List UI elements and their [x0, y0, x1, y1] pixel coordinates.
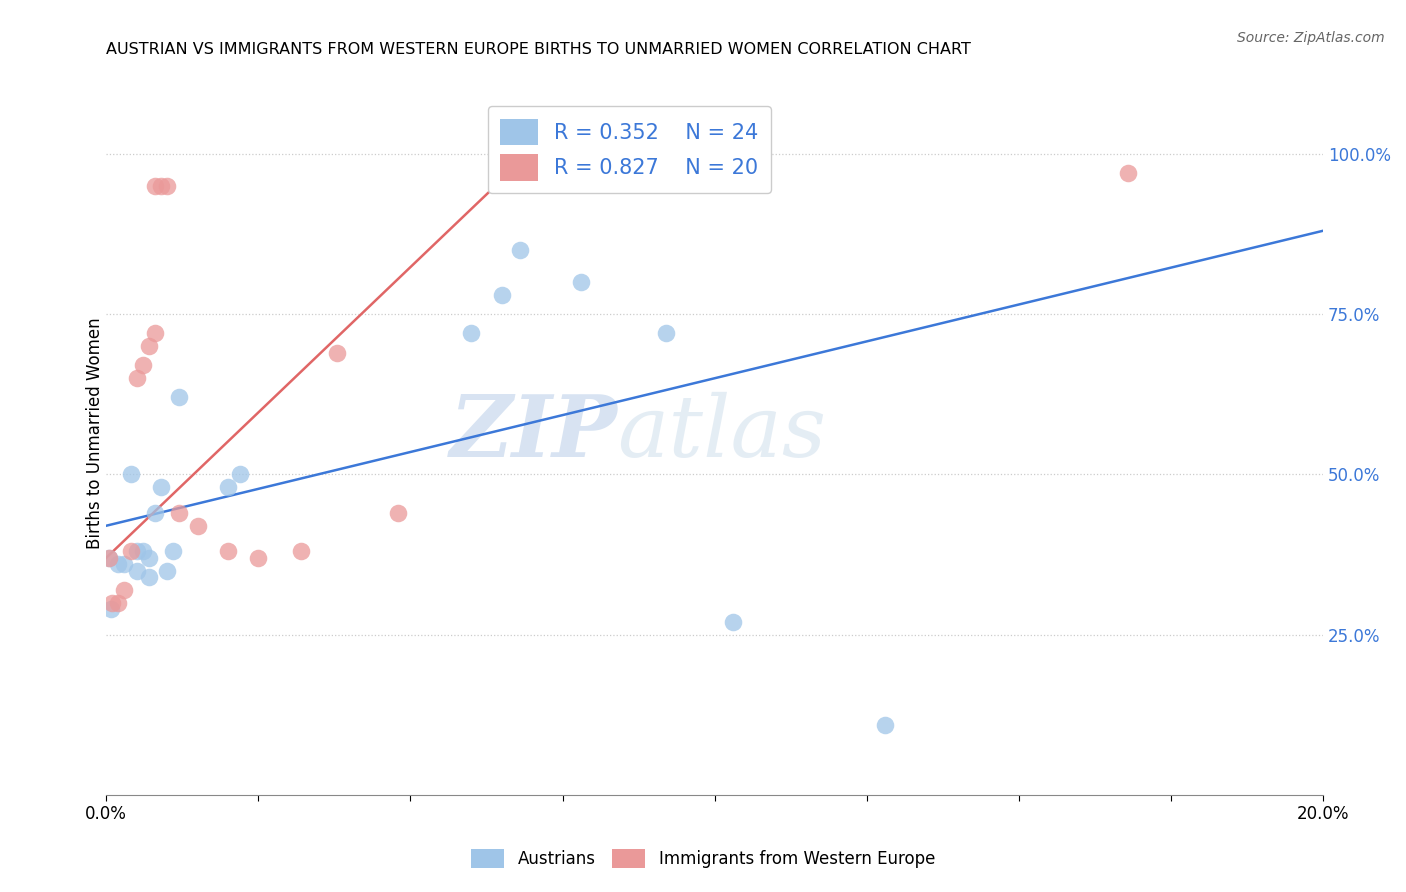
Point — [247, 550, 270, 565]
Point — [107, 596, 129, 610]
Point — [1118, 166, 1140, 180]
Point — [143, 178, 166, 193]
Point — [120, 467, 142, 482]
Text: AUSTRIAN VS IMMIGRANTS FROM WESTERN EUROPE BIRTHS TO UNMARRIED WOMEN CORRELATION: AUSTRIAN VS IMMIGRANTS FROM WESTERN EURO… — [107, 42, 972, 57]
Point — [98, 550, 121, 565]
Point — [138, 339, 160, 353]
Point — [107, 558, 129, 572]
Point — [101, 596, 124, 610]
Point — [156, 564, 179, 578]
Point — [132, 544, 155, 558]
Point — [326, 345, 349, 359]
Point — [114, 558, 136, 572]
Legend: R = 0.352    N = 24, R = 0.827    N = 20: R = 0.352 N = 24, R = 0.827 N = 20 — [488, 106, 772, 193]
Point — [491, 288, 513, 302]
Point — [138, 550, 160, 565]
Point — [167, 391, 190, 405]
Point — [387, 506, 409, 520]
Point — [290, 544, 312, 558]
Point — [150, 178, 173, 193]
Point — [125, 544, 148, 558]
Point — [143, 506, 166, 520]
Point — [98, 550, 121, 565]
Point — [132, 359, 155, 373]
Point — [460, 326, 482, 341]
Point — [125, 371, 148, 385]
Text: ZIP: ZIP — [450, 391, 617, 475]
Point — [167, 506, 190, 520]
Point — [150, 480, 173, 494]
Point — [156, 178, 179, 193]
Point — [509, 243, 531, 257]
Point — [100, 602, 122, 616]
Legend: Austrians, Immigrants from Western Europe: Austrians, Immigrants from Western Europ… — [464, 842, 942, 875]
Point — [114, 582, 136, 597]
Point — [229, 467, 252, 482]
Point — [569, 275, 592, 289]
Point — [120, 544, 142, 558]
Point — [655, 326, 678, 341]
Point — [143, 326, 166, 341]
Point — [125, 564, 148, 578]
Text: atlas: atlas — [617, 392, 827, 474]
Point — [138, 570, 160, 584]
Point — [217, 544, 239, 558]
Text: Source: ZipAtlas.com: Source: ZipAtlas.com — [1237, 31, 1385, 45]
Point — [873, 717, 896, 731]
Point — [721, 615, 744, 629]
Point — [162, 544, 184, 558]
Point — [217, 480, 239, 494]
Y-axis label: Births to Unmarried Women: Births to Unmarried Women — [86, 317, 104, 549]
Point — [186, 518, 208, 533]
